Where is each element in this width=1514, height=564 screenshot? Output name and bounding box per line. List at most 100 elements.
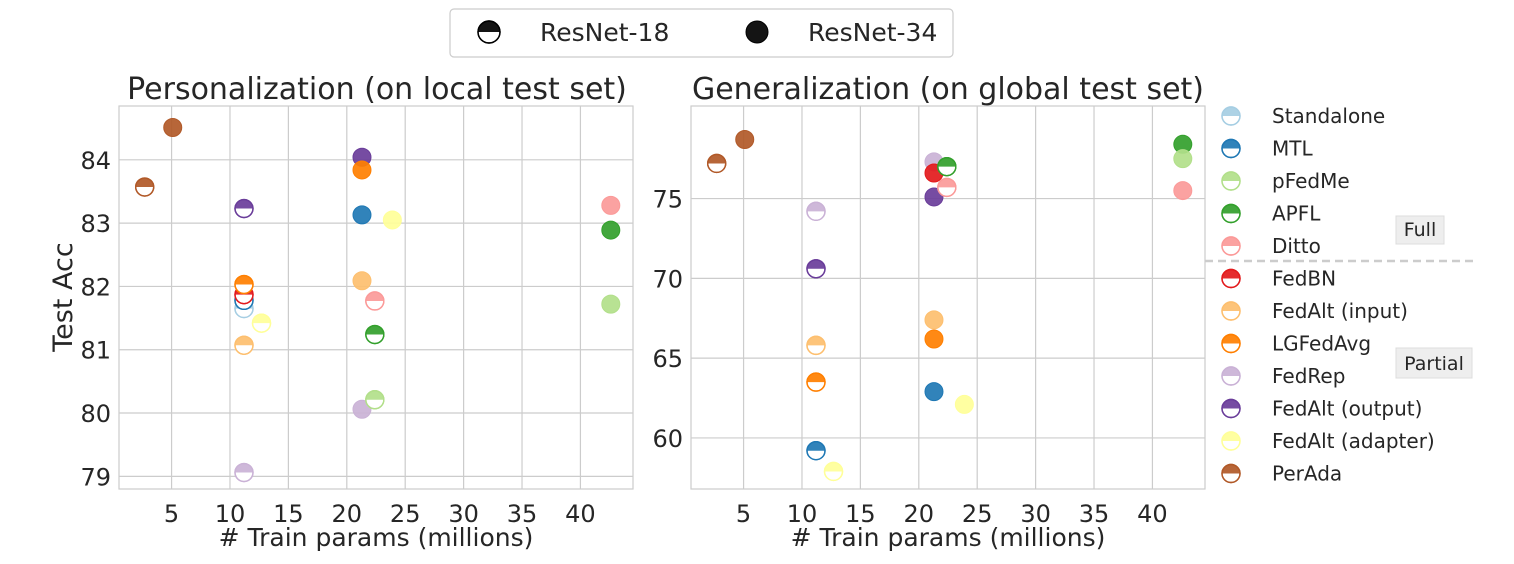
method-legend-entry: FedAlt (output) (1221, 397, 1422, 421)
method-legend-entry: FedAlt (input) (1221, 299, 1408, 323)
point-fedalt-output-resnet-34 (924, 187, 944, 207)
point-fedrep-resnet-18 (234, 462, 254, 483)
x-tick-label: 40 (1137, 500, 1168, 528)
point-fedalt-input-resnet-34 (352, 271, 372, 291)
personalization-panel: Personalization (on local test set) 5 10 1… (48, 72, 634, 552)
point-lgfedavg-resnet-18 (806, 372, 826, 392)
point-apfl-resnet-34 (601, 220, 621, 240)
point-fedalt-adapter-resnet-18 (251, 313, 272, 333)
point-mtl-resnet-34 (924, 382, 944, 402)
method-legend-label: FedRep (1272, 364, 1345, 388)
legend-marker-icon (1221, 268, 1241, 289)
legend-marker-icon (1221, 138, 1241, 159)
legend-marker-icon (1221, 203, 1241, 224)
point-fedalt-input-resnet-18 (806, 335, 826, 356)
x-tick-label: 25 (390, 500, 421, 528)
full-group-label: Full (1404, 219, 1437, 241)
x-tick-label: 10 (787, 500, 818, 528)
y-tick-label: 81 (80, 337, 111, 365)
model-legend-entry: ResNet-34 (745, 18, 937, 47)
generalization-points (707, 130, 1193, 482)
point-apfl-resnet-18 (937, 156, 957, 177)
point-fedalt-input-resnet-34 (924, 310, 944, 330)
point-mtl-resnet-34 (352, 205, 372, 225)
method-legend-entry: Standalone (1221, 104, 1385, 128)
x-tick-label: 35 (507, 500, 538, 528)
point-perada-resnet-18 (134, 177, 155, 197)
personalization-grid (119, 106, 633, 489)
partial-group-box (1395, 347, 1473, 379)
x-tick-label: 40 (565, 500, 596, 528)
point-fedalt-adapter-resnet-18 (823, 461, 844, 482)
point-lgfedavg-resnet-34 (924, 329, 944, 349)
y-tick-label: 82 (80, 273, 111, 301)
point-fedalt-adapter-resnet-34 (954, 394, 974, 414)
method-legend-label: Standalone (1272, 104, 1385, 128)
x-tick-label: 15 (273, 500, 304, 528)
method-legend-label: FedAlt (output) (1272, 397, 1422, 421)
point-fedrep-resnet-18 (806, 201, 826, 222)
method-legend-entry: MTL (1221, 137, 1313, 161)
method-legend-entry: pFedMe (1221, 169, 1350, 193)
personalization-ylabel: Test Acc (48, 242, 79, 352)
model-legend-frame (449, 8, 954, 58)
legend-marker-icon (1221, 171, 1241, 191)
half-circle-icon (477, 20, 501, 44)
generalization-grid (691, 106, 1205, 489)
y-tick-label: 60 (652, 425, 683, 453)
full-circle-icon (745, 20, 769, 44)
model-legend-label: ResNet-18 (540, 18, 669, 47)
method-legend-label: pFedMe (1272, 169, 1350, 193)
x-tick-label: 10 (215, 500, 246, 528)
method-legend-label: APFL (1272, 202, 1321, 226)
x-tick-label: 30 (1020, 500, 1051, 528)
method-legend-label: FedAlt (input) (1272, 299, 1408, 323)
x-tick-label: 35 (1079, 500, 1110, 528)
x-tick-label: 30 (448, 500, 479, 528)
y-tick-label: 79 (80, 463, 111, 491)
legend-marker-icon (1221, 301, 1241, 321)
method-legend-label: Ditto (1272, 234, 1321, 258)
point-ditto-resnet-18 (365, 291, 385, 311)
full-group-box (1395, 215, 1445, 245)
method-legend-label: LGFedAvg (1272, 332, 1371, 356)
y-tick-label: 84 (80, 147, 111, 175)
personalization-ticks: 5 10 15 20 25 30 35 40 79 80 81 82 83 84 (80, 147, 595, 528)
legend-marker-icon (1221, 106, 1241, 126)
legend-marker-icon (1221, 398, 1241, 419)
method-legend-entry: Ditto (1221, 234, 1321, 258)
point-ditto-resnet-34 (601, 195, 621, 215)
personalization-title: Personalization (on local test set) (127, 72, 627, 107)
point-pfedme-resnet-18 (365, 390, 385, 410)
generalization-title: Generalization (on global test set) (692, 72, 1204, 107)
point-ditto-resnet-34 (1173, 181, 1193, 201)
point-apfl-resnet-18 (365, 324, 385, 345)
personalization-xlabel: # Train params (millions) (219, 523, 534, 552)
partial-group-label: Partial (1404, 353, 1464, 375)
point-fedalt-adapter-resnet-34 (382, 210, 402, 230)
legend-marker-icon (1221, 431, 1241, 451)
model-legend-entry: ResNet-18 (477, 18, 669, 47)
y-tick-label: 70 (652, 265, 683, 293)
x-tick-label: 20 (904, 500, 935, 528)
point-mtl-resnet-18 (806, 441, 826, 461)
x-tick-label: 15 (845, 500, 876, 528)
method-legend-entry: FedRep (1221, 364, 1345, 388)
legend-marker-icon (1221, 463, 1241, 484)
generalization-xlabel: # Train params (millions) (791, 523, 1106, 552)
y-tick-label: 83 (80, 210, 111, 238)
point-lgfedavg-resnet-18 (234, 274, 254, 295)
personalization-points (134, 118, 621, 483)
method-legend-entry: FedAlt (adapter) (1221, 429, 1435, 453)
point-fedrep-resnet-34 (352, 399, 372, 419)
x-tick-label: 25 (962, 500, 993, 528)
method-legend-label: FedAlt (adapter) (1272, 429, 1435, 453)
point-pfedme-resnet-34 (601, 294, 621, 314)
point-ditto-resnet-18 (937, 177, 957, 198)
generalization-ticks: 5 10 15 20 25 30 35 40 60 65 70 75 (652, 186, 1167, 528)
method-legend-label: MTL (1272, 137, 1313, 161)
point-fedalt-output-resnet-18 (234, 198, 254, 219)
generalization-panel: Generalization (on global test set) 5 10 1… (652, 72, 1206, 552)
legend-marker-icon (1221, 366, 1241, 386)
